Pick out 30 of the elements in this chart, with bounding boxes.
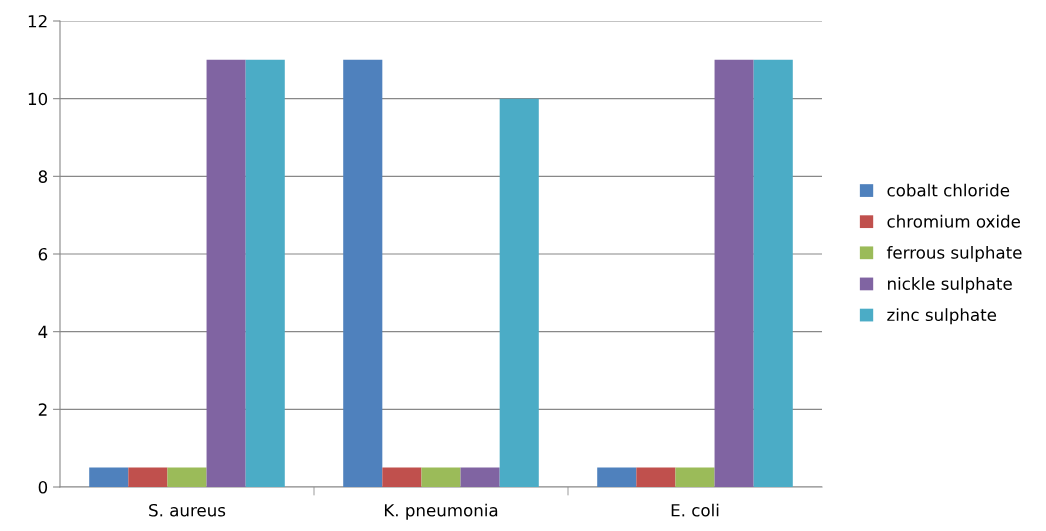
y-tick-label: 8: [38, 170, 48, 183]
legend-label: cobalt chloride: [887, 183, 1010, 197]
x-tick-label: S. aureus: [149, 503, 226, 517]
y-tick-label: 10: [28, 92, 48, 106]
bar: [421, 467, 461, 487]
bar: [245, 59, 285, 487]
bar: [636, 467, 676, 487]
x-tick-label: K. pneumonia: [384, 503, 498, 520]
legend-label: ferrous sulphate: [886, 245, 1022, 263]
legend-label: nickle sulphate: [888, 277, 1012, 294]
bar: [714, 59, 754, 487]
y-tick-label: 0: [38, 480, 48, 494]
legend-label: chromium oxide: [887, 214, 1021, 228]
bar: [206, 59, 246, 487]
bar: [499, 98, 539, 487]
x-tick-label: E. coli: [671, 503, 719, 517]
bar: [128, 467, 168, 487]
y-tick-label: 12: [28, 14, 47, 28]
y-tick-label: 2: [38, 403, 47, 416]
bar: [675, 467, 715, 487]
bar: [89, 467, 129, 487]
bar: [382, 467, 422, 487]
bar: [167, 467, 207, 487]
bar: [597, 467, 637, 487]
bar: [460, 467, 500, 487]
bar: [753, 59, 793, 487]
y-tick-label: 4: [38, 325, 48, 338]
bar: [343, 59, 383, 487]
y-tick-label: 6: [38, 247, 48, 261]
legend-label: zinc sulphate: [887, 308, 997, 325]
